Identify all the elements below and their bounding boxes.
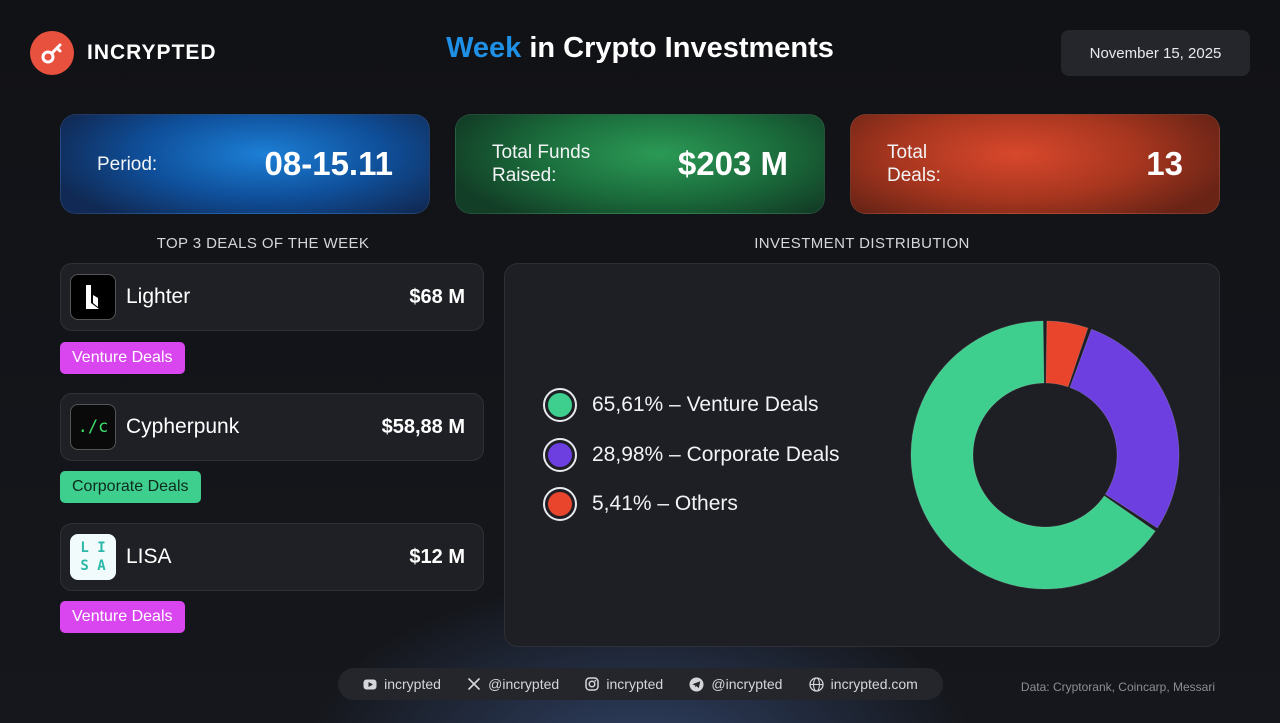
deal-tag: Corporate Deals [60,471,201,503]
deals-card: Total Deals: 13 [850,114,1220,214]
deal-name: Lighter [126,285,191,308]
deal-card-cypherpunk[interactable]: ./c Cypherpunk $58,88 M [60,393,484,461]
period-card: Period: 08-15.11 [60,114,430,214]
deal-tag: Venture Deals [60,342,185,374]
funds-value: $203 M [677,145,788,182]
telegram-icon [689,677,704,691]
deals-value: 13 [1146,145,1183,182]
globe-icon [809,676,824,692]
social-label: @incrypted [488,676,560,692]
deals-label: Total Deals: [887,142,941,186]
social-label: incrypted [384,676,441,692]
social-instagram[interactable]: incrypted [585,676,663,692]
social-label: incrypted [606,676,664,692]
social-bar: incrypted @incrypted incrypted @incrypte… [338,668,943,700]
cypherpunk-logo-icon: ./c [70,404,116,450]
distribution-title: INVESTMENT DISTRIBUTION [754,235,970,252]
legend-item-venture: 65,61% – Venture Deals [543,388,819,422]
donut-chart [910,320,1180,590]
deal-name: Cypherpunk [126,415,240,438]
legend-label: 65,61% – Venture Deals [592,393,819,416]
lighter-logo-icon [70,274,116,320]
period-value: 08-15.11 [264,145,393,182]
x-icon [468,677,481,691]
deal-card-lisa[interactable]: L I S A LISA $12 M [60,523,484,591]
legend-item-others: 5,41% – Others [543,487,738,521]
legend-swatch [543,487,577,521]
deal-amount: $58,88 M [381,415,465,438]
data-source: Data: Cryptorank, Coincarp, Messari [1020,680,1215,694]
distribution-panel [504,263,1220,647]
donut-slice-corporate [1069,328,1180,529]
legend-swatch [543,388,577,422]
key-icon [30,31,74,75]
youtube-icon [363,679,377,689]
instagram-icon [585,677,600,691]
brand-name: INCRYPTED [87,41,217,64]
date-badge: November 15, 2025 [1061,30,1250,76]
social-youtube[interactable]: incrypted [363,676,441,692]
deal-name: LISA [126,545,172,568]
social-website[interactable]: incrypted.com [809,676,918,692]
lisa-logo-icon: L I S A [70,534,116,580]
deal-tag: Venture Deals [60,601,185,633]
donut-slice-others [1045,320,1089,388]
deal-card-lighter[interactable]: Lighter $68 M [60,263,484,331]
social-label: @incrypted [711,676,783,692]
legend-item-corporate: 28,98% – Corporate Deals [543,438,839,472]
social-x[interactable]: @incrypted [467,676,559,692]
legend-label: 5,41% – Others [592,492,738,515]
top-deals-title: TOP 3 DEALS OF THE WEEK [156,235,370,252]
social-label: incrypted.com [830,676,918,692]
title-accent: Week [446,32,522,64]
legend-label: 28,98% – Corporate Deals [592,443,840,466]
deal-amount: $68 M [409,285,465,308]
title-rest: in Crypto Investments [521,32,834,64]
donut-slice-venture [910,320,1156,590]
period-label: Period: [97,153,158,175]
funds-label: Total Funds Raised: [492,142,591,186]
page-title: Week in Crypto Investments [340,32,940,65]
brand: INCRYPTED [30,31,217,75]
funds-card: Total Funds Raised: $203 M [455,114,825,214]
deal-amount: $12 M [409,545,465,568]
social-telegram[interactable]: @incrypted [689,676,782,692]
legend-swatch [543,438,577,472]
